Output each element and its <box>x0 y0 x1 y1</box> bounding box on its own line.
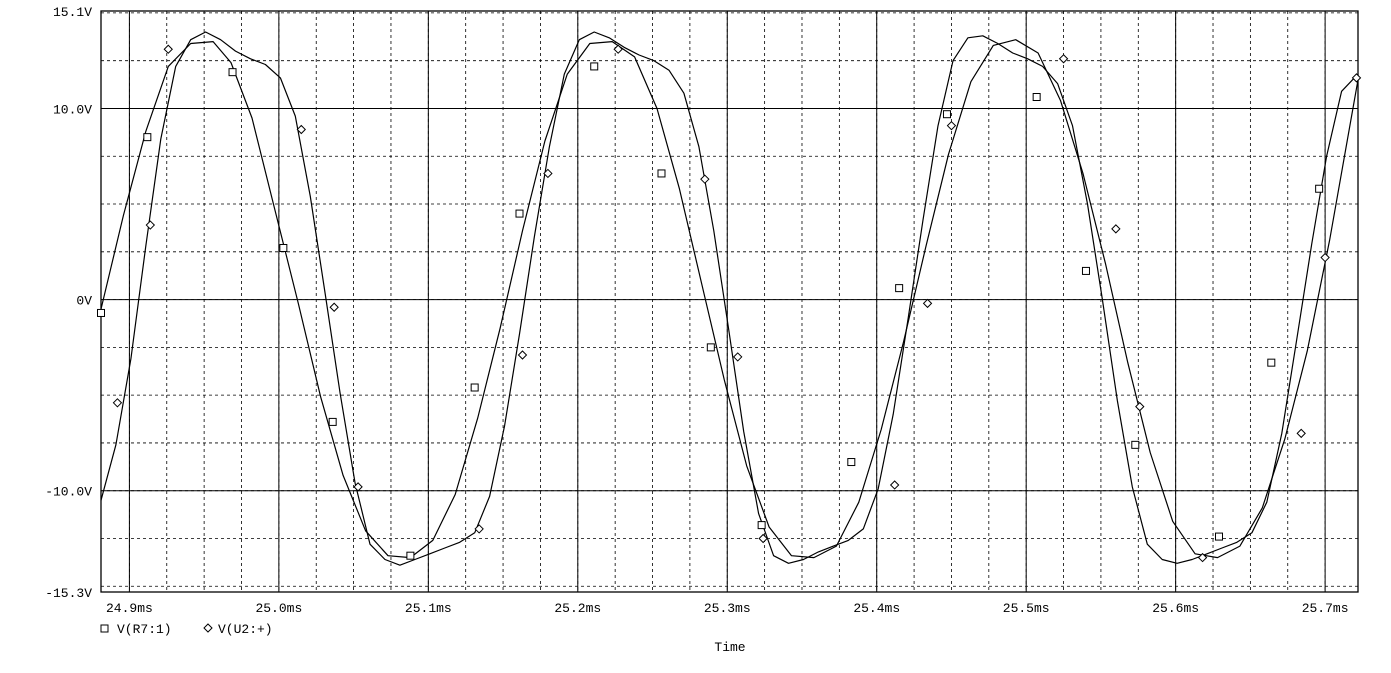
series-2-diamond-point <box>1058 54 1069 64</box>
x-tick-label: 25.7ms <box>1302 601 1349 616</box>
series-2-diamond-point <box>1351 73 1362 83</box>
x-tick-label: 25.6ms <box>1152 601 1199 616</box>
series-1-square-point <box>657 169 666 178</box>
series-1-square-point <box>1081 266 1090 275</box>
series-2-diamond-point <box>946 120 957 131</box>
series-2-diamond-point <box>1320 252 1330 263</box>
y-tick-label: -15.3V <box>45 586 92 601</box>
legend-label-series-1: V(R7:1) <box>117 622 172 637</box>
series-2-diamond-point <box>353 482 363 492</box>
series-2-diamond-point <box>1135 401 1145 412</box>
series-1-square-point <box>895 284 904 293</box>
series-2-diamond-point <box>543 168 553 179</box>
series-2-diamond-point <box>758 533 768 544</box>
series-2-diamond-point <box>1111 224 1121 234</box>
y-tick-label: 10.0V <box>53 102 92 117</box>
series-1-square-point <box>847 458 856 467</box>
series-1-square-point <box>706 343 715 352</box>
x-tick-label: 24.9ms <box>106 601 153 616</box>
series-2-diamond-point <box>700 174 710 184</box>
x-tick-label: 25.5ms <box>1003 601 1050 616</box>
series-1-square-point <box>942 110 951 119</box>
y-axis-ticks: 15.1V 10.0V 0V -10.0V -15.3V <box>45 5 92 601</box>
series-1-square-point <box>228 68 237 77</box>
series-2-diamond-point <box>163 44 173 54</box>
x-axis-title: Time <box>714 640 745 655</box>
series-2-diamond-point <box>1296 428 1306 439</box>
series-line-1 <box>100 39 1359 559</box>
x-tick-label: 25.0ms <box>255 601 302 616</box>
series-layer <box>100 31 1359 566</box>
x-tick-label: 25.2ms <box>554 601 601 616</box>
x-tick-label: 25.3ms <box>704 601 751 616</box>
series-line-2 <box>100 31 1359 566</box>
series-1-square-point <box>97 308 105 317</box>
series-2-diamond-point <box>889 480 900 490</box>
series-2-diamond-point <box>145 220 156 230</box>
legend-diamond-marker <box>203 623 213 633</box>
y-tick-label: 0V <box>76 294 92 309</box>
series-1-square-point <box>590 62 599 71</box>
major-gridlines <box>101 11 1358 592</box>
legend-square-marker <box>100 624 109 633</box>
series-1-square-point <box>328 417 337 426</box>
series-1-square-point <box>1315 184 1324 193</box>
series-1-square-point <box>143 133 152 142</box>
y-tick-label: -10.0V <box>45 485 92 500</box>
marker-layer <box>97 44 1362 563</box>
series-1-square-point <box>1131 440 1140 449</box>
series-1-square-point <box>1267 358 1276 367</box>
series-2-diamond-point <box>517 350 528 360</box>
legend-label-series-2: V(U2:+) <box>218 622 273 637</box>
series-1-square-point <box>515 209 524 218</box>
x-tick-label: 25.4ms <box>853 601 900 616</box>
series-2-diamond-point <box>733 352 743 362</box>
x-tick-label: 25.1ms <box>405 601 452 616</box>
plot-area-frame <box>100 10 1359 593</box>
series-1-square-point <box>757 521 766 530</box>
series-1-square-point <box>1032 93 1041 102</box>
x-axis-ticks: 24.9ms 25.0ms 25.1ms 25.2ms 25.3ms 25.4ms 25.5… <box>106 601 1349 616</box>
series-2-diamond-point <box>922 298 933 309</box>
series-2-diamond-point <box>112 398 123 408</box>
series-2-diamond-point <box>329 302 339 312</box>
y-tick-label: 15.1V <box>53 5 92 20</box>
series-2-diamond-point <box>296 124 306 135</box>
series-2-diamond-point <box>474 524 484 534</box>
series-1-square-point <box>406 551 415 560</box>
series-2-diamond-point <box>1197 552 1208 563</box>
series-1-square-point <box>470 383 479 392</box>
series-1-square-point <box>1214 532 1223 541</box>
series-2-diamond-point <box>613 44 623 54</box>
series-1-square-point <box>279 243 288 252</box>
legend: V(R7:1) V(U2:+) <box>100 622 273 637</box>
minor-gridlines <box>101 11 1358 592</box>
